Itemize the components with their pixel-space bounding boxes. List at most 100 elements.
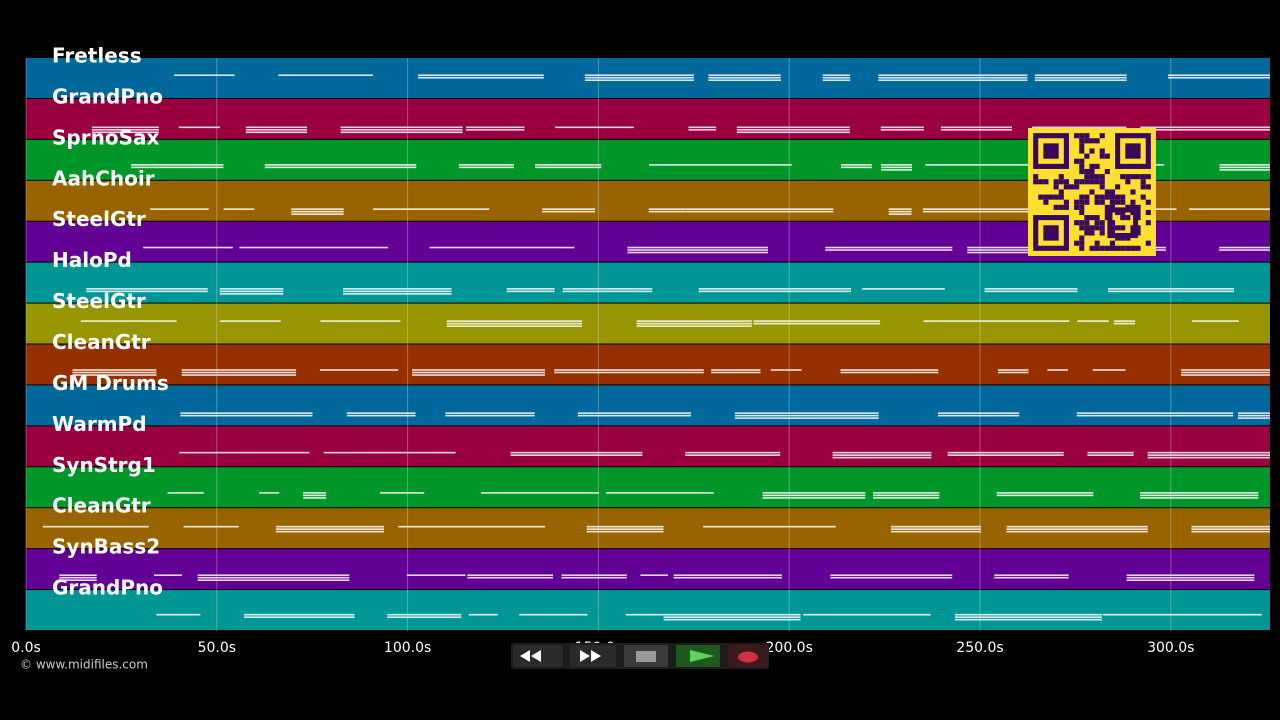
note [1140, 128, 1270, 131]
note [245, 128, 308, 131]
note [380, 492, 425, 494]
note [342, 288, 452, 290]
track-label: CleanGtr [52, 330, 151, 354]
note [922, 210, 1079, 213]
note [150, 208, 209, 210]
note [1219, 164, 1270, 166]
note [1147, 456, 1270, 459]
qr-cell [1074, 220, 1080, 226]
qr-cell [1099, 184, 1105, 190]
qr-cell [1109, 240, 1116, 246]
qr-cell [1094, 174, 1100, 180]
qr-cell [1074, 199, 1080, 205]
qr-cell [1089, 163, 1095, 169]
note [264, 164, 417, 166]
note [275, 530, 384, 533]
qr-cell [1084, 168, 1090, 175]
note [711, 369, 761, 371]
note [663, 618, 801, 621]
record-button[interactable] [728, 645, 768, 667]
note [243, 613, 355, 616]
note [648, 164, 792, 166]
note [984, 288, 1078, 290]
note [445, 414, 535, 417]
note [458, 164, 514, 166]
qr-cell [1125, 174, 1131, 180]
qr-cell [1063, 179, 1069, 185]
qr-cell [1053, 204, 1059, 210]
qr-cell [1099, 245, 1105, 251]
track-band [26, 549, 1270, 590]
qr-cell [1038, 179, 1044, 185]
note [42, 525, 149, 528]
qr-cell [1089, 189, 1095, 195]
note [736, 131, 850, 134]
note [342, 293, 452, 295]
note [648, 210, 686, 213]
note [734, 417, 879, 419]
note [1087, 454, 1134, 456]
qr-cell [1063, 204, 1069, 210]
note [1140, 497, 1259, 499]
note [319, 369, 399, 371]
note [446, 325, 582, 327]
note [323, 451, 456, 454]
note [275, 528, 384, 530]
qr-cell [1135, 230, 1141, 236]
track-label: SynStrg1 [52, 453, 156, 477]
note [1077, 320, 1109, 322]
note [1191, 530, 1270, 533]
note [245, 131, 308, 134]
stop-icon [636, 651, 656, 662]
qr-cell [1099, 148, 1105, 154]
note [542, 208, 596, 210]
note [872, 497, 940, 499]
qr-cell [1115, 225, 1121, 231]
stop-button[interactable] [624, 645, 668, 667]
qr-cell [1099, 225, 1105, 231]
fast-forward-button[interactable] [570, 645, 616, 667]
qr-cell [1145, 199, 1151, 205]
note [278, 74, 373, 77]
note [467, 576, 554, 579]
note [1126, 576, 1255, 579]
note [832, 454, 932, 456]
note [411, 371, 546, 374]
note [881, 166, 912, 169]
track-label: GrandPno [52, 84, 163, 108]
play-button[interactable] [676, 645, 720, 667]
track-label: CleanGtr [52, 494, 151, 518]
qr-cell [1099, 194, 1105, 200]
note [840, 371, 939, 374]
note [890, 525, 982, 528]
note [923, 320, 1070, 322]
note [890, 528, 982, 530]
note [584, 76, 694, 79]
track-label: SprnoSax [52, 125, 159, 149]
qr-cell [1074, 133, 1080, 139]
note [291, 210, 344, 213]
note [506, 290, 555, 293]
qr-cell [1089, 138, 1095, 144]
note [1076, 412, 1234, 414]
note [688, 126, 717, 129]
qr-cell [1094, 179, 1100, 185]
qr-cell [1135, 225, 1141, 231]
qr-cell [1058, 179, 1064, 185]
note [1191, 528, 1270, 530]
note [1180, 371, 1270, 374]
qr-cell [1140, 179, 1146, 185]
note [872, 494, 940, 497]
qr-cell [1089, 168, 1095, 175]
qr-cell [1079, 245, 1085, 251]
qr-cell [1145, 209, 1151, 216]
qr-cell [1094, 245, 1100, 251]
note [156, 613, 201, 616]
qr-cell [1068, 184, 1075, 190]
qr-cell [1099, 230, 1105, 236]
note [840, 166, 872, 169]
time-tick-label: 50.0s [198, 640, 236, 656]
qr-cell [1074, 158, 1080, 164]
rewind-button[interactable] [513, 645, 563, 667]
